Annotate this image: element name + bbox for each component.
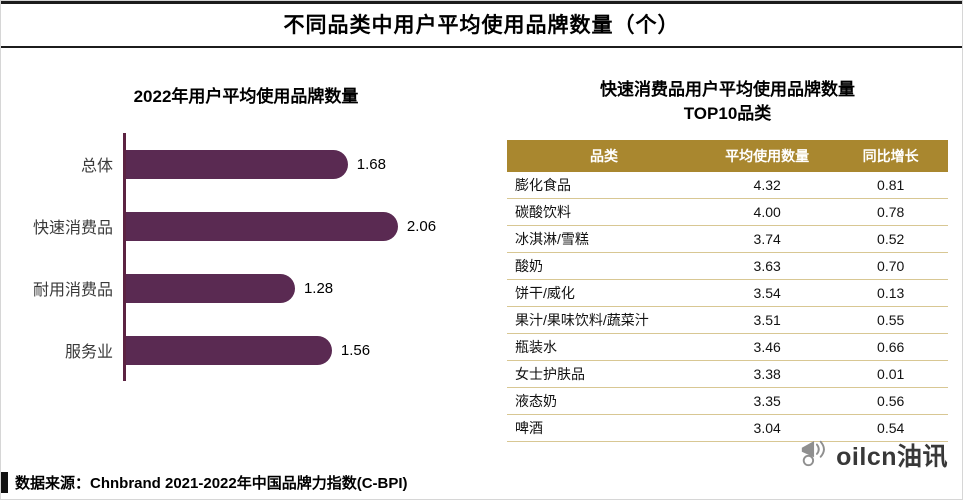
bar-row: 耐用消费品 1.28 bbox=[11, 257, 485, 319]
table-body: 膨化食品 4.32 0.81 碳酸饮料 4.00 0.78 冰淇淋/雪糕 3.74 0.52 酸奶… bbox=[507, 171, 948, 442]
table-row: 啤酒 3.04 0.54 bbox=[507, 414, 948, 442]
top10-table: 品类 平均使用数量 同比增长 膨化食品 4.32 0.81 碳酸饮料 4.00 0.78 冰淇淋… bbox=[507, 139, 948, 442]
bar-chart-panel: 2022年用户平均使用品牌数量 总体 1.68 快速消费品 2.06 耐用消费品 1.28… bbox=[7, 78, 485, 442]
bar bbox=[126, 273, 295, 303]
bar-track: 1.28 bbox=[123, 257, 485, 319]
table-panel: 快速消费品用户平均使用品牌数量 TOP10品类 品类 平均使用数量 同比增长 膨化食… bbox=[485, 78, 954, 442]
value-cell: 0.13 bbox=[833, 279, 948, 307]
bar-value-label: 1.28 bbox=[303, 279, 334, 297]
value-cell: 0.52 bbox=[833, 225, 948, 253]
value-cell: 0.70 bbox=[833, 252, 948, 280]
bar-rows: 总体 1.68 快速消费品 2.06 耐用消费品 1.28 服务业 1.56 bbox=[11, 133, 485, 381]
table-title-line1: 快速消费品用户平均使用品牌数量 bbox=[600, 80, 855, 99]
value-cell: 4.32 bbox=[701, 171, 834, 199]
bar-category-label: 耐用消费品 bbox=[32, 282, 113, 299]
bar-chart-title: 2022年用户平均使用品牌数量 bbox=[133, 87, 359, 106]
bar-category-label: 快速消费品 bbox=[32, 220, 113, 237]
value-cell: 3.74 bbox=[701, 225, 834, 253]
page-title: 不同品类中用户平均使用品牌数量（个） bbox=[283, 14, 680, 37]
value-cell: 0.55 bbox=[833, 306, 948, 334]
main-content: 2022年用户平均使用品牌数量 总体 1.68 快速消费品 2.06 耐用消费品 1.28… bbox=[1, 48, 962, 442]
bar bbox=[126, 149, 348, 179]
category-cell: 膨化食品 bbox=[507, 171, 702, 199]
footer: 数据来源：Chnbrand 2021-2022年中国品牌力指数(C-BPI) bbox=[1, 472, 962, 493]
value-cell: 3.51 bbox=[701, 306, 834, 334]
value-cell: 0.01 bbox=[833, 360, 948, 388]
table-row: 膨化食品 4.32 0.81 bbox=[507, 171, 948, 199]
category-cell: 瓶装水 bbox=[507, 333, 702, 361]
bar-track: 2.06 bbox=[123, 195, 485, 257]
table-row: 冰淇淋/雪糕 3.74 0.52 bbox=[507, 225, 948, 253]
logo-text: oilcn油讯 bbox=[836, 443, 948, 471]
value-cell: 4.00 bbox=[701, 198, 834, 226]
value-cell: 0.66 bbox=[833, 333, 948, 361]
category-cell: 碳酸饮料 bbox=[507, 198, 702, 226]
bar-value-label: 2.06 bbox=[406, 217, 437, 235]
data-source-text: 数据来源：Chnbrand 2021-2022年中国品牌力指数(C-BPI) bbox=[15, 475, 408, 492]
page-header: 不同品类中用户平均使用品牌数量（个） bbox=[1, 1, 962, 48]
bar-row: 服务业 1.56 bbox=[11, 319, 485, 381]
value-cell: 3.54 bbox=[701, 279, 834, 307]
table-title-line2: TOP10品类 bbox=[683, 103, 772, 123]
value-cell: 3.46 bbox=[701, 333, 834, 361]
bar-category-label: 服务业 bbox=[64, 344, 113, 361]
bar-row: 总体 1.68 bbox=[11, 133, 485, 195]
column-header: 品类 bbox=[507, 139, 702, 172]
bar-track: 1.56 bbox=[123, 319, 485, 381]
bar-value-label: 1.56 bbox=[340, 341, 371, 359]
table-title: 快速消费品用户平均使用品牌数量 TOP10品类 bbox=[507, 78, 948, 126]
bar-value-label: 1.68 bbox=[356, 155, 386, 173]
megaphone-icon bbox=[799, 438, 831, 473]
table-row: 液态奶 3.35 0.56 bbox=[507, 387, 948, 415]
value-cell: 0.81 bbox=[833, 171, 948, 199]
category-cell: 啤酒 bbox=[507, 414, 702, 442]
category-cell: 女士护肤品 bbox=[507, 360, 702, 388]
category-cell: 液态奶 bbox=[507, 387, 702, 415]
table-row: 酸奶 3.63 0.70 bbox=[507, 252, 948, 280]
footer-accent-bar bbox=[1, 472, 8, 493]
bar-category-label: 总体 bbox=[80, 158, 113, 175]
value-cell: 3.38 bbox=[701, 360, 834, 388]
value-cell: 3.35 bbox=[701, 387, 834, 415]
value-cell: 3.63 bbox=[701, 252, 834, 280]
bar-row: 快速消费品 2.06 bbox=[11, 195, 485, 257]
table-row: 女士护肤品 3.38 0.01 bbox=[507, 360, 948, 388]
category-cell: 冰淇淋/雪糕 bbox=[507, 225, 702, 253]
bar-track: 1.68 bbox=[123, 133, 485, 195]
bar bbox=[126, 211, 398, 241]
value-cell: 0.78 bbox=[833, 198, 948, 226]
table-row: 瓶装水 3.46 0.66 bbox=[507, 333, 948, 361]
category-cell: 饼干/威化 bbox=[507, 279, 702, 307]
table-header-row: 品类 平均使用数量 同比增长 bbox=[507, 139, 948, 172]
value-cell: 0.54 bbox=[833, 414, 948, 442]
value-cell: 0.56 bbox=[833, 387, 948, 415]
value-cell: 3.04 bbox=[701, 414, 834, 442]
table-row: 饼干/威化 3.54 0.13 bbox=[507, 279, 948, 307]
column-header: 平均使用数量 bbox=[701, 139, 834, 172]
table-row: 碳酸饮料 4.00 0.78 bbox=[507, 198, 948, 226]
table-row: 果汁/果味饮料/蔬菜汁 3.51 0.55 bbox=[507, 306, 948, 334]
category-cell: 酸奶 bbox=[507, 252, 702, 280]
watermark-logo: oilcn油讯 bbox=[799, 437, 948, 473]
column-header: 同比增长 bbox=[833, 139, 948, 172]
bar bbox=[126, 335, 332, 365]
category-cell: 果汁/果味饮料/蔬菜汁 bbox=[507, 306, 702, 334]
